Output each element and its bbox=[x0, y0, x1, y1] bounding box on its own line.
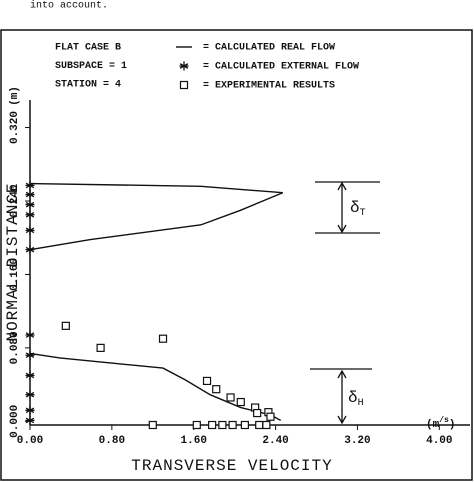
star-marker bbox=[25, 245, 35, 255]
square-marker bbox=[202, 376, 212, 386]
square-marker bbox=[255, 420, 264, 430]
square-marker bbox=[240, 420, 249, 430]
square-marker bbox=[228, 420, 237, 430]
y-tick-label: 0.160 bbox=[9, 258, 21, 291]
annotation-symbol: δ bbox=[350, 199, 360, 217]
star-marker bbox=[25, 210, 35, 220]
legend-marker bbox=[179, 80, 189, 90]
square-marker bbox=[262, 420, 271, 430]
star-marker bbox=[25, 350, 35, 360]
x-tick-label: 0.00 bbox=[17, 435, 43, 447]
star-marker bbox=[25, 415, 35, 425]
x-tick-label: 4.00 bbox=[426, 435, 452, 447]
star-marker bbox=[25, 180, 35, 190]
delta-brackets bbox=[310, 181, 380, 425]
note: FLAT CASE B bbox=[55, 43, 121, 54]
x-tick-label: 3.20 bbox=[344, 435, 370, 447]
star-marker bbox=[25, 370, 35, 380]
square-marker bbox=[158, 334, 168, 343]
x-tick-label: 0.80 bbox=[99, 435, 125, 447]
x-unit-tail: ) bbox=[449, 419, 456, 431]
x-axis-label: TRANSVERSE VELOCITY bbox=[131, 457, 332, 475]
star-marker bbox=[25, 225, 35, 235]
note: SUBSPACE = 1 bbox=[55, 61, 127, 72]
square-marker bbox=[266, 412, 275, 421]
square-marker bbox=[96, 343, 105, 352]
x-tick-label: 2.40 bbox=[262, 435, 288, 447]
y-tick-label: 0.080 bbox=[9, 331, 21, 364]
y-tick-label: 0.240 bbox=[9, 184, 21, 217]
square-marker bbox=[208, 420, 217, 430]
square-marker bbox=[236, 397, 245, 407]
legend-marker bbox=[179, 61, 189, 71]
square-marker bbox=[212, 385, 221, 394]
y-unit: (m) bbox=[9, 86, 21, 106]
x-tick-label: 1.60 bbox=[181, 435, 207, 447]
star-marker bbox=[25, 330, 35, 340]
top-text: into account. bbox=[30, 0, 108, 12]
line bbox=[29, 182, 284, 422]
star-marker bbox=[25, 390, 35, 400]
star-marker bbox=[25, 200, 35, 210]
legend-label: = CALCULATED REAL FLOW bbox=[203, 43, 335, 54]
annotation: δH bbox=[348, 389, 364, 408]
legend-label: = EXPERIMENTAL RESULTS bbox=[203, 81, 335, 92]
annotation-symbol: δ bbox=[348, 389, 358, 407]
x-unit: (m/s) bbox=[426, 416, 455, 431]
frame bbox=[0, 29, 473, 481]
square-marker bbox=[148, 420, 157, 430]
star-marker bbox=[25, 190, 35, 200]
square-marker bbox=[226, 393, 235, 402]
star-marker bbox=[25, 405, 35, 415]
y-axis-label: NORMAL DISTANCE bbox=[4, 182, 22, 341]
annotation: δT bbox=[350, 199, 366, 218]
square-marker bbox=[253, 408, 262, 418]
y-tick-label: 0.000 bbox=[9, 405, 21, 438]
x-unit-sup: /s bbox=[439, 416, 449, 425]
annotation-sub: T bbox=[360, 208, 366, 219]
square-marker bbox=[61, 321, 70, 330]
legend-label: = CALCULATED EXTERNAL FLOW bbox=[203, 62, 359, 73]
y-tick-label: 0.320 bbox=[9, 111, 21, 144]
note: STATION = 4 bbox=[55, 80, 121, 91]
x-unit-text: (m bbox=[426, 419, 440, 431]
annotation-sub: H bbox=[358, 398, 364, 409]
square-marker bbox=[218, 420, 227, 430]
square-marker bbox=[192, 420, 201, 430]
